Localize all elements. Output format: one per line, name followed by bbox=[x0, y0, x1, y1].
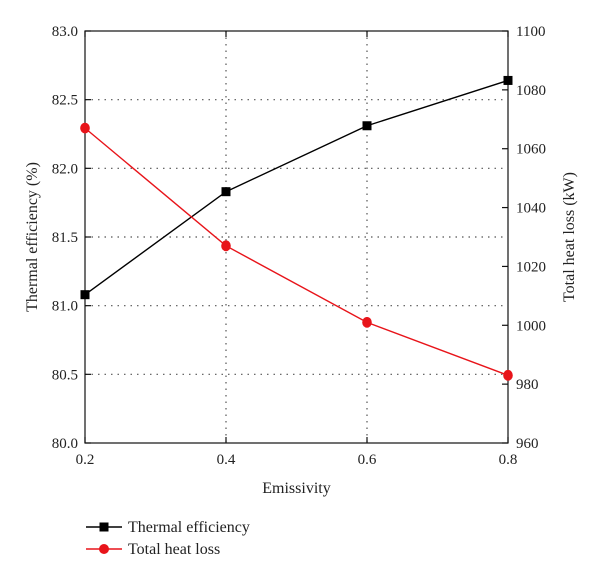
series-line-thermal-efficiency bbox=[84, 79, 509, 296]
legend: Thermal efficiency Total heat loss bbox=[86, 519, 250, 558]
data-point-thermal-efficiency bbox=[503, 75, 513, 85]
right-y-tick-label: 980 bbox=[516, 377, 539, 393]
left-y-axis-title: Thermal efficiency (%) bbox=[24, 162, 41, 312]
data-point-thermal-efficiency bbox=[362, 121, 372, 131]
series-line-total-heat-loss bbox=[84, 127, 509, 376]
left-y-tick-label: 83.0 bbox=[52, 24, 78, 40]
x-tick-label: 0.4 bbox=[217, 452, 236, 468]
plot-frame bbox=[84, 30, 509, 444]
legend-item-total-heat-loss: Total heat loss bbox=[86, 541, 220, 558]
left-y-tick-label: 81.5 bbox=[52, 230, 78, 246]
left-y-tick-label: 80.5 bbox=[52, 367, 78, 383]
right-y-tick-label: 960 bbox=[516, 436, 539, 452]
data-point-total-heat-loss bbox=[221, 240, 231, 252]
legend-marker-circle bbox=[99, 544, 109, 554]
grid bbox=[85, 31, 508, 443]
right-y-tick-label: 1100 bbox=[516, 24, 545, 40]
right-y-tick-label: 1040 bbox=[516, 201, 546, 217]
right-y-tick-label: 1080 bbox=[516, 83, 546, 99]
right-y-axis-title: Total heat loss (kW) bbox=[561, 172, 578, 302]
data-point-total-heat-loss bbox=[503, 369, 513, 381]
right-y-tick-label: 1060 bbox=[516, 142, 546, 158]
series-thermal-efficiency bbox=[80, 75, 513, 300]
data-point-total-heat-loss bbox=[362, 316, 372, 328]
tick-labels: 0.2 0.4 0.6 0.8 80.0 80.5 81.0 81.5 82.0 82.5 83.0… bbox=[52, 24, 546, 468]
right-y-tick-label: 1000 bbox=[516, 318, 546, 334]
tick-marks bbox=[84, 30, 509, 444]
series-total-heat-loss bbox=[80, 122, 513, 381]
left-y-tick-label: 82.0 bbox=[52, 161, 78, 177]
legend-label-thermal-efficiency: Thermal efficiency bbox=[128, 519, 250, 536]
x-tick-label: 0.2 bbox=[76, 452, 95, 468]
data-point-total-heat-loss bbox=[80, 122, 90, 134]
x-tick-label: 0.6 bbox=[358, 452, 377, 468]
left-y-tick-label: 82.5 bbox=[52, 93, 78, 109]
right-y-tick-label: 1020 bbox=[516, 259, 546, 275]
data-point-thermal-efficiency bbox=[80, 290, 90, 300]
legend-item-thermal-efficiency: Thermal efficiency bbox=[86, 519, 250, 536]
left-y-tick-label: 80.0 bbox=[52, 436, 78, 452]
data-point-thermal-efficiency bbox=[221, 187, 231, 197]
series-layer bbox=[80, 75, 513, 381]
left-y-tick-label: 81.0 bbox=[52, 299, 78, 315]
legend-marker-square bbox=[99, 522, 109, 532]
x-tick-label: 0.8 bbox=[499, 452, 518, 468]
legend-label-total-heat-loss: Total heat loss bbox=[128, 541, 220, 558]
x-axis-title: Emissivity bbox=[262, 480, 330, 497]
